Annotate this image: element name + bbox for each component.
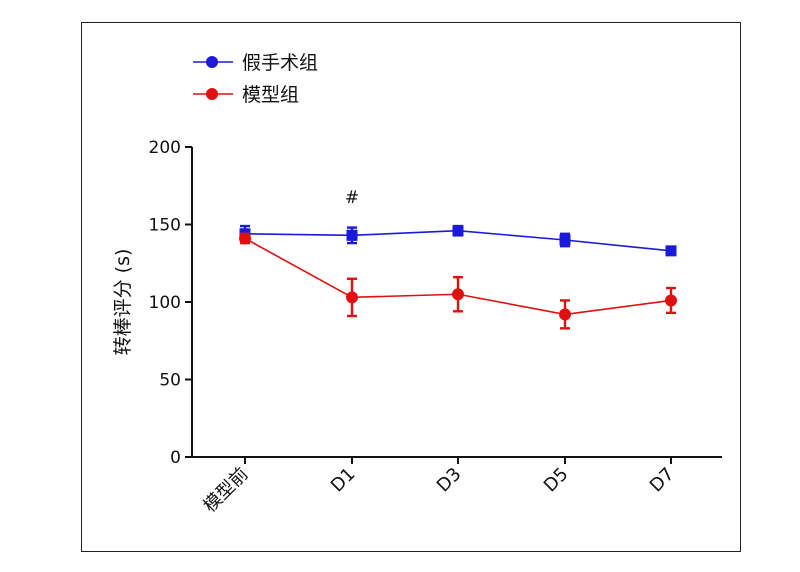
x-tick-label: D1	[327, 464, 360, 497]
x-tick-label: D3	[433, 464, 466, 497]
legend-item-2: 模型组	[193, 84, 299, 106]
data-point	[559, 234, 571, 246]
y-tick-label: 0	[170, 448, 181, 468]
legend-marker	[206, 56, 218, 68]
y-tick-label: 100	[149, 293, 181, 313]
axes: 0 50 100 150 200 模型前 D1 D3 D5 D7	[149, 138, 722, 517]
legend-marker	[206, 88, 218, 100]
y-axis-label: 转棒评分 (s)	[112, 249, 134, 356]
data-point	[346, 229, 358, 241]
x-tick-label: 模型前	[200, 464, 253, 517]
data-point	[452, 288, 464, 301]
y-tick-label: 150	[149, 216, 181, 236]
chart-frame	[81, 22, 741, 552]
legend-label: 假手术组	[242, 52, 318, 74]
data-point	[239, 232, 251, 245]
series-1	[239, 224, 677, 257]
data-point	[559, 308, 571, 321]
data-point	[452, 225, 464, 237]
data-point	[665, 245, 677, 257]
plot-area: #	[239, 188, 677, 330]
x-tick-label: D7	[646, 464, 679, 497]
significance-marker: #	[345, 188, 359, 208]
y-tick-label: 200	[149, 138, 181, 158]
x-tick-label: D5	[540, 464, 573, 497]
series-2	[239, 232, 677, 330]
data-point	[346, 291, 358, 304]
y-tick-label: 50	[159, 371, 181, 391]
legend-item-1: 假手术组	[193, 52, 318, 74]
data-point	[665, 294, 677, 307]
legend-label: 模型组	[242, 84, 299, 106]
